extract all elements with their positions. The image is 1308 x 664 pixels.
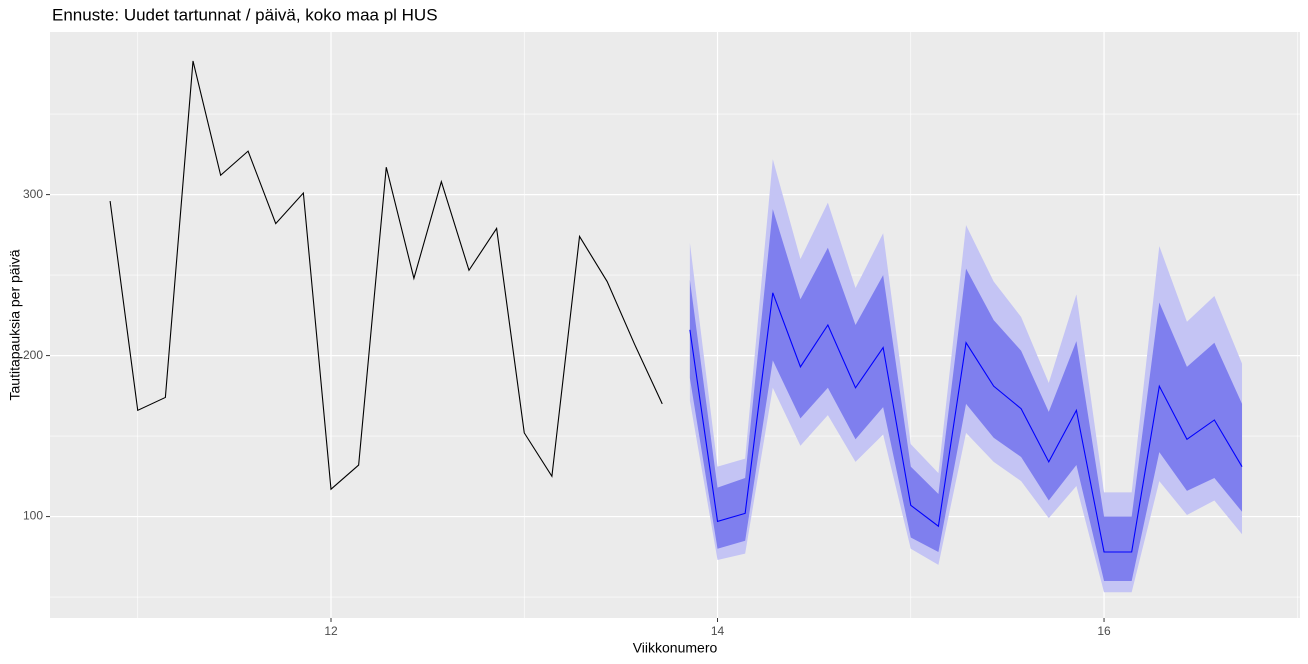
x-tick-label: 12 [324, 624, 338, 638]
x-axis-label: Viikkonumero [633, 640, 718, 656]
y-tick-label: 100 [23, 509, 43, 523]
line [689, 292, 1243, 553]
y-tick-label: 300 [23, 187, 43, 201]
y-axis-label: Tautitapauksia per päivä [7, 249, 23, 400]
line [109, 60, 663, 491]
chart-title: Ennuste: Uudet tartunnat / päivä, koko m… [52, 5, 438, 24]
forecast-band [689, 209, 1243, 581]
x-tick-label: 14 [711, 624, 725, 638]
x-tick-label: 16 [1097, 624, 1111, 638]
y-tick-label: 200 [23, 348, 43, 362]
